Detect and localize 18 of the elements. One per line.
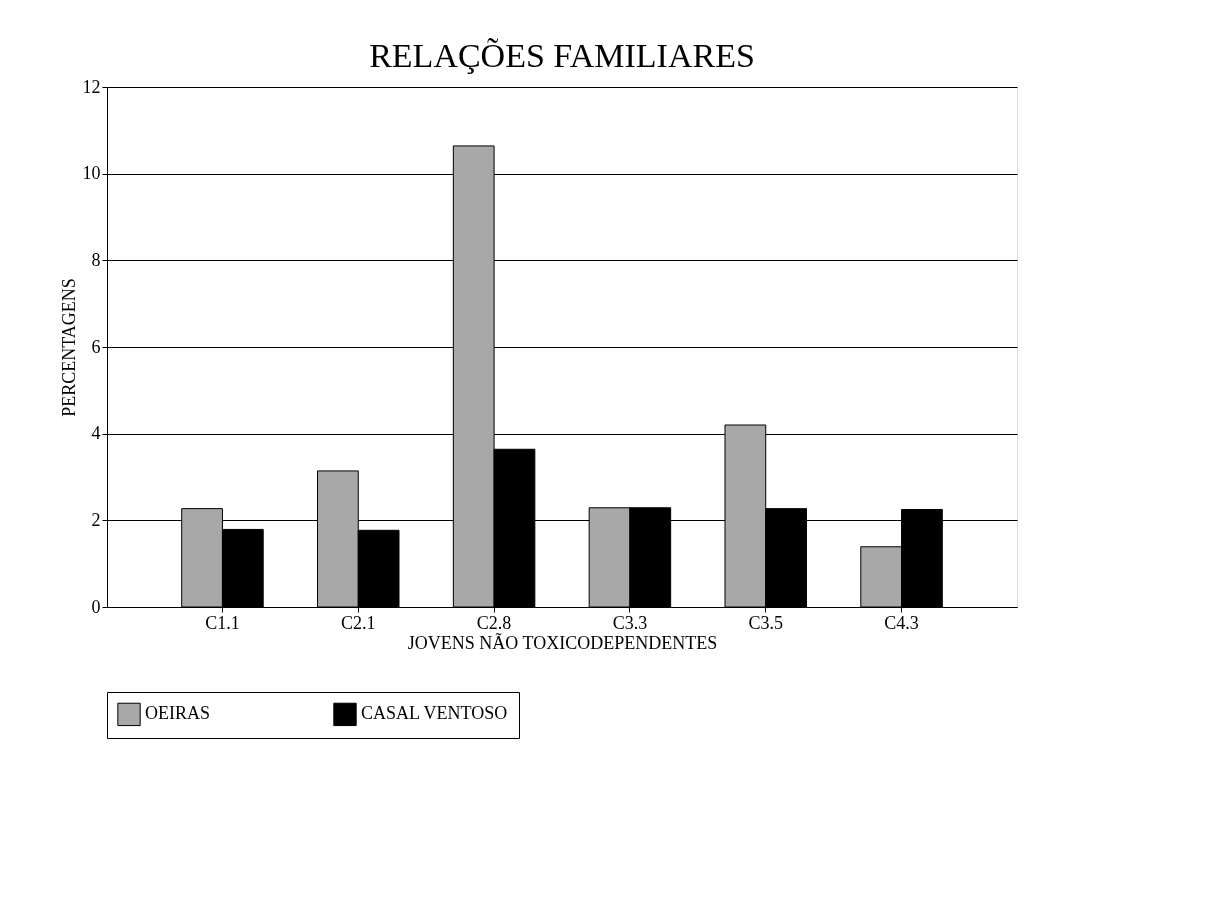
y-tick-label: 8 [91, 249, 101, 270]
x-tick-label: C2.1 [341, 612, 376, 633]
y-tick-label: 4 [91, 423, 101, 444]
y-tick-label: 12 [82, 76, 101, 97]
legend-label: OEIRAS [145, 703, 211, 724]
x-tick-label: C2.8 [476, 612, 512, 633]
x-tick-label: C3.3 [612, 612, 648, 633]
y-tick-label: 6 [91, 336, 101, 357]
y-axis-title: PERCENTAGENS [58, 278, 79, 417]
x-tick-label: C4.3 [884, 612, 919, 633]
y-tick-label: 10 [82, 163, 101, 184]
x-axis-title: JOVENS NÃO TOXICODEPENDENTES [407, 631, 718, 653]
x-tick-label: C1.1 [205, 612, 240, 633]
y-tick-label: 0 [91, 596, 101, 617]
chart-title: RELAÇÕES FAMILIARES [369, 37, 755, 74]
legend-label: CASAL VENTOSO [361, 703, 508, 724]
x-tick-label: C3.5 [748, 612, 783, 633]
y-tick-label: 2 [91, 509, 101, 530]
